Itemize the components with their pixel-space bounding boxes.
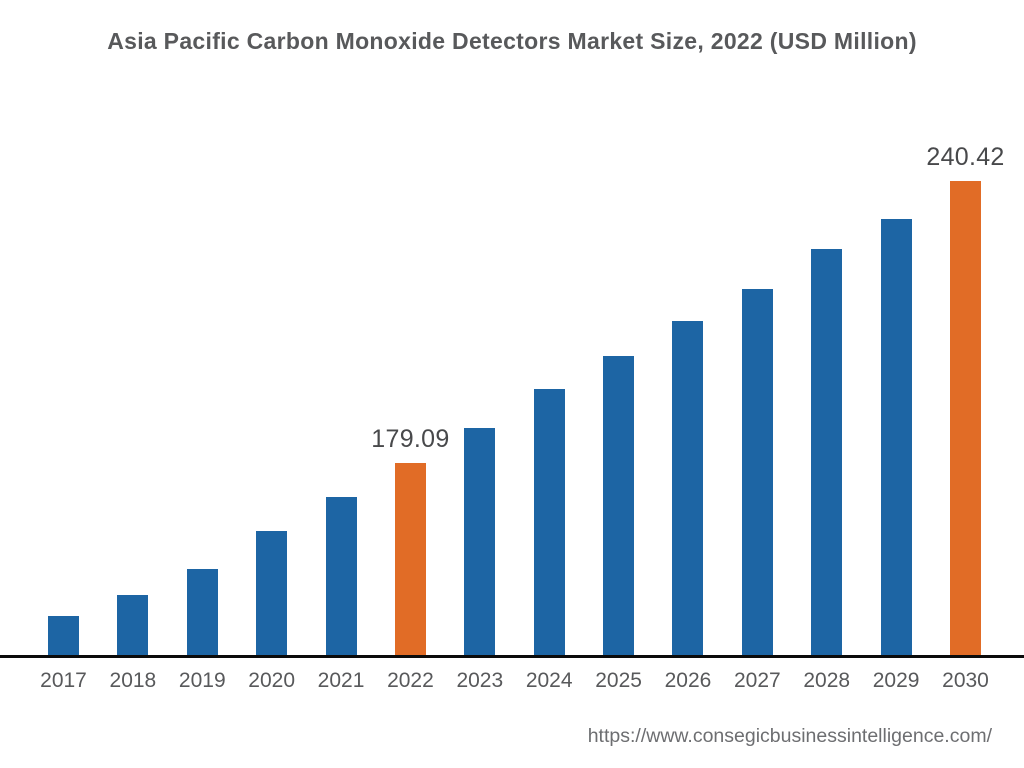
chart-title: Asia Pacific Carbon Monoxide Detectors M… [107, 28, 917, 54]
bar-2023 [464, 427, 496, 656]
x-axis-line [0, 655, 1024, 658]
x-tick-2029: 2029 [872, 669, 920, 692]
bar-2027 [741, 288, 773, 656]
data-label-2030: 240.42 [926, 143, 1005, 172]
x-tick-2026: 2026 [664, 669, 712, 692]
bar-2029 [880, 218, 912, 656]
bar-2028 [811, 248, 843, 656]
bar-2020 [256, 531, 288, 656]
bar-2019 [186, 569, 218, 656]
x-tick-2019: 2019 [178, 669, 226, 692]
x-tick-2017: 2017 [40, 669, 87, 692]
x-tick-2023: 2023 [456, 669, 504, 692]
bar-2026 [672, 320, 704, 656]
x-tick-2030: 2030 [942, 669, 989, 692]
x-axis-labels: 2017 2018 2019 2020 2021 2022 2023 2024 2025 2026… [0, 669, 1024, 695]
x-tick-2024: 2024 [525, 669, 573, 692]
plot-area: 179.09 240.42 [0, 137, 1024, 656]
source-url[interactable]: https://www.consegicbusinessintelligence… [587, 725, 992, 747]
bar-2024 [533, 389, 565, 656]
x-tick-2020: 2020 [248, 669, 295, 692]
x-tick-2027: 2027 [733, 669, 781, 692]
bar-2025 [603, 355, 635, 656]
bar-2017 [48, 616, 79, 656]
bar-2022 [394, 462, 426, 656]
bar-2021 [325, 496, 357, 656]
x-tick-2021: 2021 [317, 669, 365, 692]
x-tick-2022: 2022 [387, 669, 434, 692]
bar-2018 [117, 595, 149, 656]
x-tick-2028: 2028 [803, 669, 851, 692]
data-label-2022: 179.09 [371, 424, 450, 453]
x-tick-2018: 2018 [109, 669, 157, 692]
x-tick-2025: 2025 [595, 669, 642, 692]
bar-2030 [950, 181, 981, 656]
